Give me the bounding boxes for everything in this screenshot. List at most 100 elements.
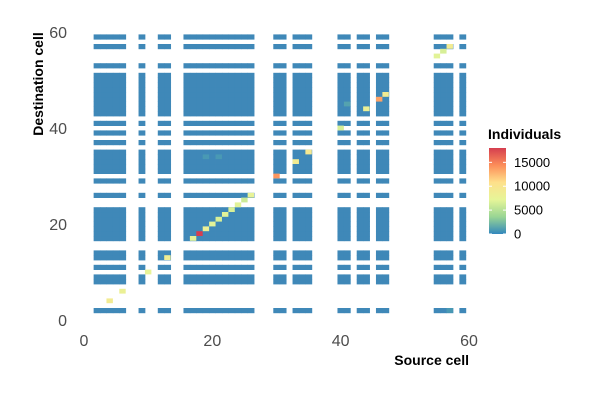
heatmap-cell [106,279,114,285]
heatmap-cell [356,72,364,78]
heatmap-cell [93,34,101,40]
heatmap-cell [375,164,383,170]
heatmap-cell [228,164,236,170]
heatmap-cell [446,231,454,237]
heatmap-cell [157,106,165,112]
heatmap-cell-highlight [440,48,447,54]
heatmap-cell [157,87,165,93]
heatmap-cell [221,140,229,146]
heatmap-cell [337,159,345,165]
heatmap-cell [228,250,236,256]
heatmap-cell [138,250,146,256]
heatmap-cell [119,111,127,117]
heatmap-cell [446,77,454,83]
heatmap-cell [292,154,300,160]
heatmap-cell [106,92,114,98]
heatmap-cell [305,63,313,69]
heatmap-cell [363,216,370,222]
heatmap-cell [112,168,120,174]
heatmap-cell [119,77,127,83]
heatmap-cell [209,44,216,50]
heatmap-cell [363,87,370,93]
heatmap-cell [106,164,114,170]
heatmap-cell [305,226,313,232]
heatmap-cell [241,72,249,78]
heatmap-cell [138,207,146,213]
heatmap-cell [202,72,210,78]
heatmap-cell [459,120,467,126]
heatmap-cell [93,164,101,170]
heatmap-cell [93,221,101,227]
heatmap-cell [440,192,447,198]
y-tick-label: 20 [49,217,67,234]
y-tick-label: 40 [49,121,67,138]
heatmap-cell [183,164,191,170]
heatmap-cell [343,250,351,256]
heatmap-cell [247,308,255,314]
heatmap-cell [433,192,441,198]
heatmap-cell [157,96,165,102]
heatmap-cell [298,250,306,256]
heatmap-cell [305,168,313,174]
heatmap-cell [93,178,101,184]
heatmap-cell [337,101,345,107]
heatmap-cell [221,192,229,198]
heatmap-cell [119,168,127,174]
heatmap-cell [337,111,345,117]
heatmap-cell [119,44,127,50]
heatmap-cell [279,44,287,50]
heatmap-cell [375,140,383,146]
heatmap-cell [446,250,454,256]
heatmap-cell [112,72,120,78]
heatmap-cell [234,221,242,227]
heatmap-cell [234,77,242,83]
heatmap-cell [337,82,345,88]
heatmap-cell [164,168,172,174]
heatmap-cell [112,77,120,83]
heatmap-cell [202,149,210,155]
heatmap-cell [356,140,364,146]
heatmap-cell [202,87,210,93]
heatmap-cell [209,154,216,160]
heatmap-cell [279,178,287,184]
heatmap-cell [100,216,107,222]
heatmap-cell [382,72,390,78]
heatmap-cell [363,207,370,213]
heatmap-cell [343,164,351,170]
heatmap-cell [382,221,390,227]
heatmap-cell [157,255,165,261]
heatmap-cell [292,221,300,227]
heatmap-cell [209,72,216,78]
heatmap-cell [215,264,223,270]
heatmap-cell [343,82,351,88]
heatmap-cell [343,154,351,160]
heatmap-cell [157,120,165,126]
heatmap-cell [298,212,306,218]
heatmap-cell [446,82,454,88]
heatmap-cell [279,120,287,126]
heatmap-cell [119,63,127,69]
heatmap-cell [273,255,281,261]
heatmap-cell [202,178,210,184]
heatmap-cell [196,279,204,285]
heatmap-cell [273,279,281,285]
heatmap-cell [215,34,223,40]
heatmap-cell [93,159,101,165]
heatmap-cell [164,221,172,227]
heatmap-cell [337,130,345,136]
heatmap-cell [112,207,120,213]
heatmap-cell [215,207,223,213]
heatmap-cell [215,92,223,98]
heatmap-cell [119,72,127,78]
heatmap-cell [241,207,249,213]
heatmap-cell [183,82,191,88]
heatmap-cell [215,279,223,285]
heatmap-cell [215,178,223,184]
heatmap-cell [459,164,467,170]
heatmap-cell [164,63,172,69]
heatmap-cell [440,221,447,227]
heatmap-cell [228,34,236,40]
heatmap-cell [106,212,114,218]
heatmap-cell [247,164,255,170]
heatmap-cell [337,92,345,98]
